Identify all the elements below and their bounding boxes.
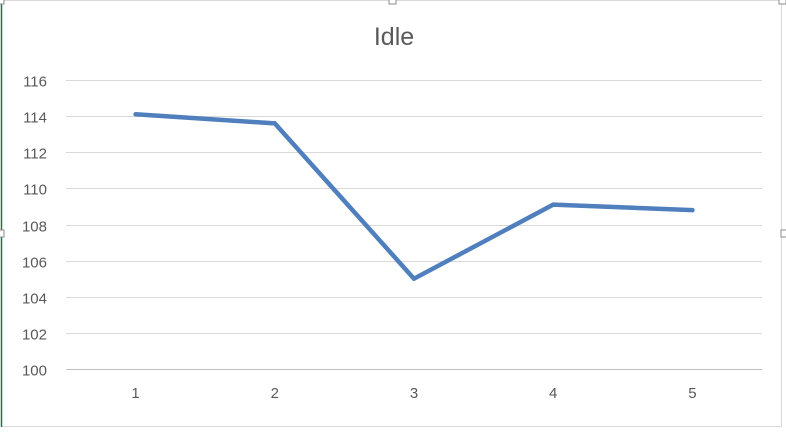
x-tick-label: 1 <box>131 385 139 402</box>
x-tick-label: 4 <box>549 385 557 402</box>
data-point[interactable] <box>272 121 277 126</box>
y-tick-label: 110 <box>23 182 47 199</box>
gridlines <box>66 80 762 370</box>
x-tick-label: 2 <box>271 385 279 402</box>
y-tick-label: 112 <box>23 146 47 163</box>
y-tick-label: 106 <box>22 255 47 272</box>
resize-handle-middle-right[interactable] <box>780 229 786 238</box>
x-tick-label: 5 <box>688 385 696 402</box>
resize-handle-middle-left[interactable] <box>0 229 5 238</box>
plot-area[interactable] <box>133 112 695 281</box>
resize-handle-top-left[interactable] <box>0 0 5 5</box>
x-axis: 1 2 3 4 5 <box>131 385 696 402</box>
y-tick-label: 102 <box>22 327 47 344</box>
data-point[interactable] <box>690 207 695 213</box>
data-point[interactable] <box>133 112 138 117</box>
chart-title[interactable]: Idle <box>374 23 414 51</box>
y-tick-label: 108 <box>22 219 47 236</box>
x-tick-label: 3 <box>410 385 418 402</box>
resize-handle-top-middle[interactable] <box>388 0 397 5</box>
resize-handle-top-right[interactable] <box>778 0 786 5</box>
data-point[interactable] <box>551 202 556 207</box>
y-tick-label: 116 <box>23 74 47 91</box>
y-tick-label: 114 <box>23 110 47 127</box>
y-tick-label: 104 <box>22 291 47 308</box>
y-tick-label: 100 <box>22 363 47 380</box>
y-axis: 100 102 104 106 108 110 112 114 116 <box>22 74 47 380</box>
data-point[interactable] <box>411 276 417 281</box>
